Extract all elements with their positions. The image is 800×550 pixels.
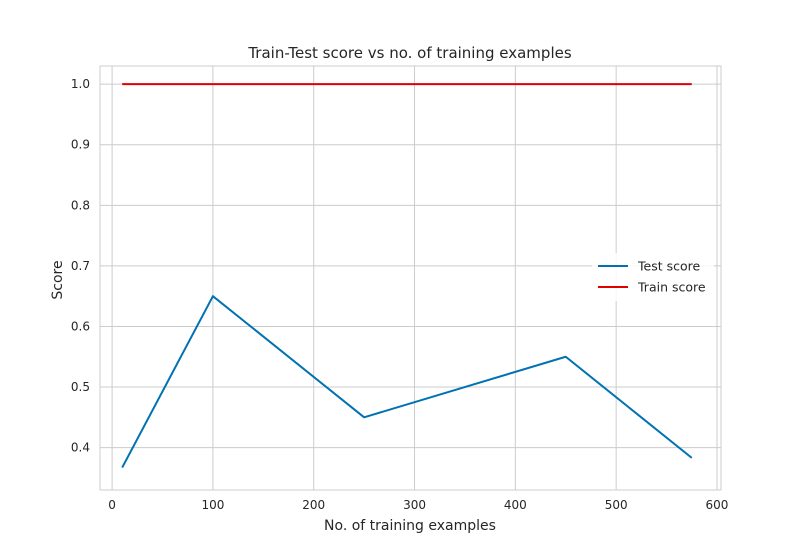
x-axis-label: No. of training examples <box>324 518 496 534</box>
y-axis-label: Score <box>50 260 66 299</box>
legend-items: Test score Train score <box>598 259 706 295</box>
x-tick-label: 300 <box>403 498 426 512</box>
legend-label-test-score: Test score <box>637 259 700 274</box>
y-tick-label: 1.0 <box>71 77 90 91</box>
y-tick-label: 0.6 <box>71 319 90 333</box>
y-tick-label: 0.5 <box>71 380 90 394</box>
x-tick-label: 200 <box>302 498 325 512</box>
y-tick-label: 0.4 <box>71 441 90 455</box>
x-tick-label: 500 <box>605 498 628 512</box>
legend: Test score Train score <box>592 253 714 301</box>
y-tick-label: 0.7 <box>71 259 90 273</box>
x-tick-labels: 0 100 200 300 400 500 600 <box>108 498 728 512</box>
y-tick-labels: 0.4 0.5 0.6 0.7 0.8 0.9 1.0 <box>71 77 90 454</box>
y-tick-label: 0.8 <box>71 198 90 212</box>
x-tick-label: 600 <box>706 498 729 512</box>
x-tick-label: 400 <box>504 498 527 512</box>
x-tick-label: 0 <box>108 498 116 512</box>
chart-title: Train-Test score vs no. of training exam… <box>247 44 571 62</box>
test-score-line <box>121 295 693 469</box>
legend-background <box>592 253 714 301</box>
y-tick-label: 0.9 <box>71 138 90 152</box>
series-lines <box>121 83 693 469</box>
x-tick-label: 100 <box>201 498 224 512</box>
legend-label-train-score: Train score <box>637 280 706 295</box>
